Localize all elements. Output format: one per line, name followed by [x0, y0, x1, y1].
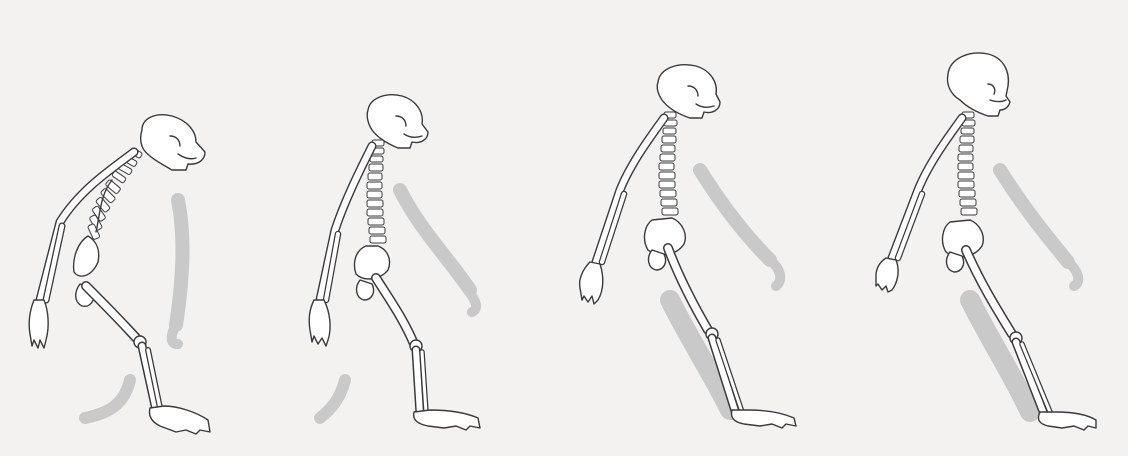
- figure-4-spine: [957, 111, 978, 216]
- figure-2-pelvis-lower: [355, 279, 375, 301]
- figure-1-foot: [148, 405, 211, 435]
- figure-3-hand: [578, 261, 604, 305]
- figure-2-pelvis: [353, 245, 391, 280]
- figure-1-silhouette: [79, 193, 190, 424]
- figure-3-pelvis-lower: [647, 249, 667, 271]
- figure-4-skeleton: [875, 52, 1097, 431]
- figure-1-hand: [28, 299, 49, 349]
- figure-1-skull: [139, 114, 206, 171]
- figure-4-foot: [1037, 411, 1097, 431]
- figure-2-skull: [366, 94, 429, 149]
- figure-3-spine: [658, 111, 679, 216]
- figure-4-pelvis-lower: [945, 251, 965, 273]
- figure-4-skull: [946, 52, 1011, 117]
- figure-2-silhouette: [314, 183, 482, 424]
- figure-2-foot: [412, 409, 481, 431]
- figure-3-foot: [730, 409, 797, 429]
- figure-3-skull: [656, 64, 721, 119]
- figure-2-skeleton: [308, 94, 481, 431]
- figure-1-chimpanzee: [28, 114, 211, 435]
- figure-2-australopithecus: [308, 94, 482, 431]
- figure-3-homo-erectus: [578, 64, 797, 429]
- figure-1-pelvis: [72, 235, 100, 277]
- figure-2-hand: [308, 299, 331, 347]
- figure-2-spine: [366, 139, 387, 244]
- figure-1-skeleton: [28, 114, 211, 435]
- figure-4-hand: [875, 257, 899, 293]
- figure-4-homo-sapiens: [875, 52, 1097, 431]
- figure-4-silhouette: [960, 163, 1084, 422]
- figure-3-silhouette: [660, 163, 786, 420]
- figure-3-skeleton: [578, 64, 797, 429]
